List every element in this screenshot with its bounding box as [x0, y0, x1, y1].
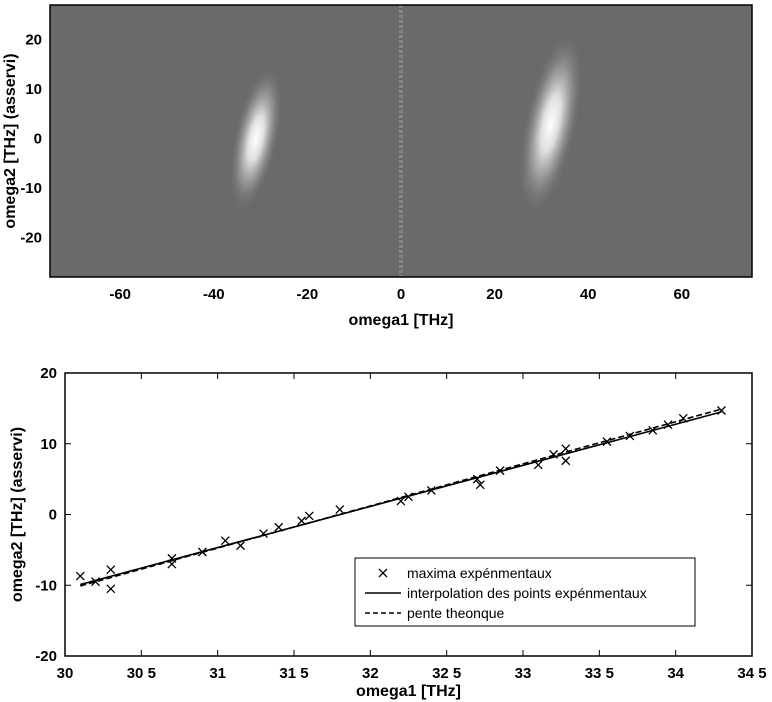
scatter-y-tick-label: 20	[40, 365, 57, 382]
scatter-panel: 30 30 5 31 31 5 32 32 5 33 33 5 34 34 5 20 10 0 -10 -…	[9, 365, 767, 700]
heatmap-panel: -60 -40 -20 0 20 40 60 20 10 0 -10 -20 omega1 [THz…	[2, 4, 753, 329]
legend-label-interpolation: interpolation des points expénmentaux	[407, 585, 647, 601]
scatter-point	[259, 529, 268, 539]
heatmap-blob	[518, 31, 584, 216]
heatmap-x-tick-label: -60	[109, 286, 131, 303]
scatter-points	[75, 406, 726, 594]
scatter-point	[304, 511, 314, 521]
heatmap-y-tick-label: 20	[25, 32, 42, 49]
scatter-x-tick-label: 32	[362, 665, 379, 682]
scatter-y-tick-label: -10	[35, 577, 57, 594]
scatter-y-ticks: 20 10 0 -10 -20	[35, 365, 752, 665]
scatter-x-ticks: 30 30 5 31 31 5 32 32 5 33 33 5 34 34 5	[57, 373, 767, 682]
heatmap-x-tick-label: -20	[297, 286, 319, 303]
heatmap-x-tick-label: 60	[673, 286, 690, 303]
scatter-point	[663, 420, 673, 430]
scatter-x-tick-label: 31 5	[279, 665, 308, 682]
scatter-point	[106, 565, 116, 575]
heatmap-x-tick-label: 20	[486, 286, 503, 303]
heatmap-x-tick-label: 40	[580, 286, 597, 303]
scatter-x-tick-label: 33	[515, 665, 532, 682]
legend-label-pente: pente theonque	[407, 605, 505, 621]
scatter-point	[236, 541, 246, 551]
scatter-point	[678, 413, 688, 423]
scatter-point	[404, 492, 413, 502]
scatter-point	[561, 444, 571, 454]
scatter-point	[717, 406, 726, 415]
heatmap-x-ticks: -60 -40 -20 0 20 40 60	[109, 286, 690, 303]
heatmap-y-tick-label: -20	[20, 229, 42, 246]
legend-marker-x	[378, 568, 388, 578]
scatter-point	[549, 449, 558, 459]
heatmap-x-axis-label: omega1 [THz]	[349, 312, 454, 329]
scatter-x-axis-label: omega1 [THz]	[356, 683, 461, 700]
legend-box	[354, 557, 696, 627]
scatter-point	[335, 505, 345, 515]
scatter-point	[106, 584, 116, 594]
heatmap-blobs	[228, 31, 584, 216]
scatter-point	[475, 480, 485, 490]
scatter-point	[648, 425, 658, 435]
scatter-point	[274, 522, 284, 532]
heatmap-y-tick-label: -10	[20, 180, 42, 197]
scatter-y-tick-label: 10	[40, 436, 57, 453]
heatmap-y-tick-label: 10	[25, 81, 42, 98]
scatter-x-tick-label: 34	[667, 665, 684, 682]
scatter-point	[396, 496, 406, 506]
theoretical-slope-line	[80, 408, 722, 587]
scatter-x-tick-label: 30 5	[127, 665, 156, 682]
scatter-point	[533, 460, 543, 470]
scatter-point	[602, 437, 612, 447]
scatter-y-tick-label: 0	[49, 507, 57, 524]
scatter-point	[495, 466, 505, 476]
scatter-lines	[80, 408, 722, 587]
scatter-x-tick-label: 32 5	[432, 665, 461, 682]
scatter-y-tick-label: -20	[35, 648, 57, 665]
legend-label-maxima: maxima expénmentaux	[407, 565, 552, 581]
scatter-point	[91, 577, 100, 587]
scatter-point	[167, 559, 177, 569]
scatter-point	[220, 536, 230, 546]
scatter-point	[625, 431, 635, 441]
scatter-x-tick-label: 30	[57, 665, 74, 682]
heatmap-y-ticks: 20 10 0 -10 -20	[20, 32, 42, 247]
scatter-point	[297, 516, 307, 526]
heatmap-y-axis-label: omega2 [THz] (asservi)	[2, 53, 19, 228]
scatter-point	[197, 547, 207, 557]
heatmap-y-tick-label: 0	[34, 131, 42, 148]
heatmap-blob	[228, 64, 284, 213]
heatmap-x-tick-label: 0	[397, 286, 405, 303]
scatter-point	[75, 571, 85, 581]
scatter-point	[426, 485, 436, 495]
scatter-x-tick-label: 34 5	[737, 665, 766, 682]
scatter-x-tick-label: 33 5	[585, 665, 614, 682]
scatter-point	[472, 474, 482, 484]
legend: maxima expénmentaux interpolation des po…	[354, 557, 696, 627]
heatmap-frame	[49, 4, 753, 278]
scatter-point	[561, 456, 571, 466]
scatter-y-axis-label: omega2 [THz] (asservi)	[9, 427, 26, 602]
heatmap-x-tick-label: -40	[203, 286, 225, 303]
scatter-x-tick-label: 31	[209, 665, 226, 682]
